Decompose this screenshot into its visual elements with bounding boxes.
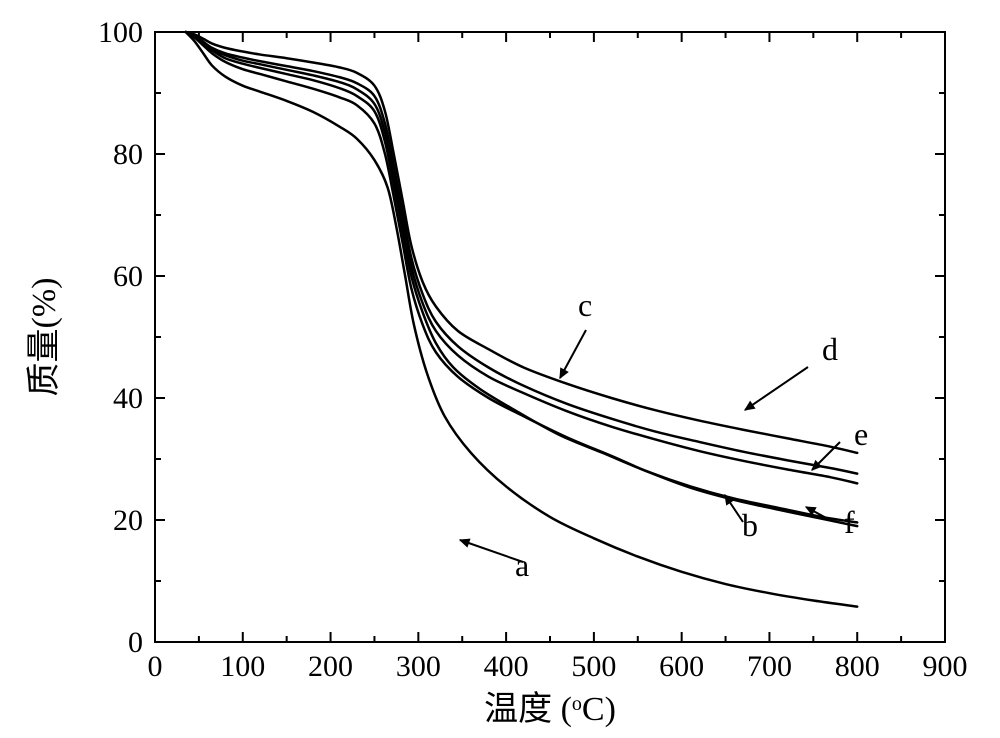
- series-label-c: c: [578, 287, 592, 323]
- x-tick-label: 600: [659, 650, 704, 683]
- label-arrow-head: [745, 402, 755, 410]
- series-label-a: a: [515, 547, 529, 583]
- series-b: [186, 32, 858, 522]
- x-tick-label: 400: [484, 650, 529, 683]
- label-arrow: [745, 367, 808, 410]
- y-tick-label: 40: [113, 382, 143, 415]
- x-tick-label: 0: [148, 650, 163, 683]
- series-label-b: b: [742, 507, 758, 543]
- x-tick-label: 700: [747, 650, 792, 683]
- series-label-d: d: [822, 331, 838, 367]
- label-arrow: [460, 540, 523, 562]
- tga-chart: 0 100 200 300 400 500 600 700 800 900 0 20 40 60 80 100…: [0, 0, 1000, 738]
- label-arrow-head: [560, 368, 568, 378]
- y-tick-label: 100: [98, 16, 143, 49]
- y-tick-label: 0: [128, 626, 143, 659]
- x-tick-label: 900: [923, 650, 968, 683]
- series-label-e: e: [854, 416, 868, 452]
- y-tick-label: 20: [113, 504, 143, 537]
- series-label-f: f: [844, 504, 855, 540]
- series-f: [186, 32, 858, 526]
- y-tick-label: 60: [113, 260, 143, 293]
- y-axis-title: 质量(%): [26, 278, 63, 397]
- chart-svg: 0 100 200 300 400 500 600 700 800 900 0 20 40 60 80 100…: [0, 0, 1000, 738]
- label-arrow-head: [460, 539, 470, 547]
- x-tick-label: 800: [835, 650, 880, 683]
- x-axis-title: 温度 (oC): [484, 690, 616, 728]
- x-tick-label: 300: [396, 650, 441, 683]
- series-c: [186, 32, 858, 474]
- series-d: [186, 32, 858, 453]
- x-tick-label: 200: [308, 650, 353, 683]
- x-tick-label: 500: [571, 650, 616, 683]
- y-tick-label: 80: [113, 138, 143, 171]
- x-tick-label: 100: [220, 650, 265, 683]
